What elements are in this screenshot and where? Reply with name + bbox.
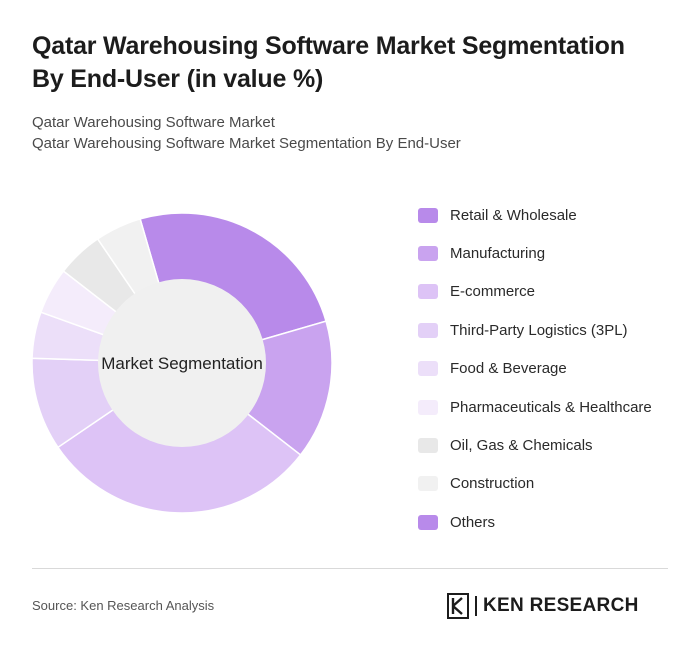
legend-swatch [418,438,438,454]
ken-research-logo: KEN RESEARCH [447,592,669,620]
legend-label: Pharmaceuticals & Healthcare [450,398,652,416]
chart-subtitle: Qatar Warehousing Software Market Qatar … [32,112,672,154]
legend-item: Others [418,503,688,541]
legend-item: Pharmaceuticals & Healthcare [418,388,688,426]
legend-swatch [418,322,438,338]
footer-divider [32,568,668,569]
donut-chart: Market Segmentation [31,212,333,514]
legend-item: Manufacturing [418,234,688,272]
legend-swatch [418,361,438,377]
legend-label: Manufacturing [450,245,546,263]
legend-label: Construction [450,475,535,493]
legend-swatch [418,514,438,530]
chart-legend: Retail & Wholesale Manufacturing E-commerc… [418,196,688,542]
donut-center-label: Market Segmentation [101,354,263,373]
legend-item: Construction [418,465,688,503]
legend-swatch [418,476,438,492]
donut-hole [98,279,266,447]
legend-label: Others [450,513,496,531]
legend-label: Oil, Gas & Chemicals [450,437,593,455]
subtitle-line-1: Qatar Warehousing Software Market [32,114,275,131]
ken-research-logo-icon [447,593,469,619]
legend-item: Retail & Wholesale [418,196,688,234]
legend-item: Food & Beverage [418,350,688,388]
legend-swatch [418,207,438,223]
source-note: Source: Ken Research Analysis [32,598,215,613]
logo-separator [475,596,477,616]
legend-label: Food & Beverage [450,360,567,378]
legend-swatch [418,246,438,262]
chart-title: Qatar Warehousing Software Market Segmen… [32,30,672,96]
legend-label: Retail & Wholesale [450,206,577,224]
legend-item: Oil, Gas & Chemicals [418,426,688,464]
legend-swatch [418,284,438,300]
legend-item: E-commerce [418,273,688,311]
legend-label: E-commerce [450,283,536,301]
logo-wordmark: KEN RESEARCH [483,595,639,616]
legend-item: Third-Party Logistics (3PL) [418,311,688,349]
chart-title-line-1: Qatar Warehousing Software Market Segmen… [32,32,625,60]
legend-label: Third-Party Logistics (3PL) [450,321,628,339]
chart-title-line-2: By End-User (in value %) [32,65,324,93]
legend-swatch [418,399,438,415]
subtitle-line-2: Qatar Warehousing Software Market Segmen… [32,135,461,152]
